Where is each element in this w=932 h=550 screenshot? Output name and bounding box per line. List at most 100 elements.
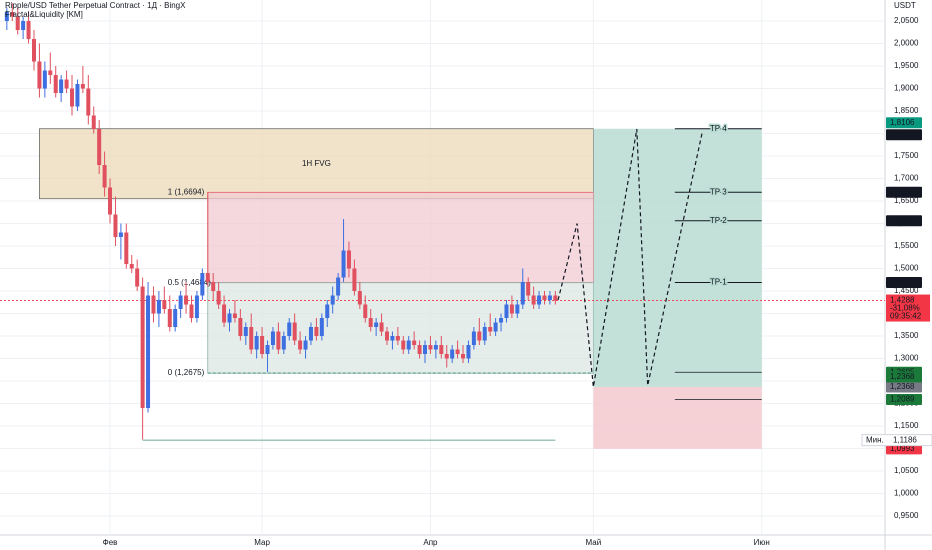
candle-body [129,264,134,269]
price-tag-label: 1,8106 [890,130,915,139]
candle-body [194,295,199,319]
candle-body [232,313,237,319]
y-tick-label: 1,1500 [894,421,919,430]
candle-body [287,322,292,337]
candle-body [412,340,417,346]
candle-body [357,291,362,305]
x-tick-label: Фев [103,538,118,547]
price-tag [886,371,922,383]
candle-body [270,331,275,346]
candle-body [162,300,167,310]
candle-body [151,295,156,314]
candle-body [308,327,313,341]
candle-body [455,349,460,355]
candle-body [265,345,270,355]
candle-body [423,345,428,355]
tp-label: TP 3 [710,187,727,196]
candle-body [15,16,20,31]
x-tick-label: Апр [423,538,438,547]
zone-label: 1 (1,6694) [168,187,205,196]
candle-body [390,336,395,341]
x-tick-label: Июн [754,538,770,547]
candle-body [211,282,216,292]
y-tick-label: 1,6500 [894,196,919,205]
candle-body [10,12,15,17]
candle-body [4,12,9,22]
x-tick-label: Май [586,538,602,547]
chart-title: Ripple/USD Tether Perpetual Contract · 1… [5,1,186,10]
candle-body [439,345,444,355]
price-tag-label: 1,8106 [890,118,915,127]
y-tick-label: 1,7000 [894,174,919,183]
candle-body [379,322,384,332]
candle-body [70,88,75,107]
candle-body [336,277,341,296]
candle-body [482,327,487,341]
candle-body [200,273,205,296]
candle-body [167,309,172,328]
candle-body [37,61,42,89]
zone-label: 0 (1,2675) [168,368,205,377]
candle-body [80,84,85,89]
candle-body [461,354,466,359]
y-tick-label: 1,3000 [894,354,919,363]
candle-body [406,340,411,350]
price-tag-label: 1,2368 [890,372,915,381]
candle-body [227,313,232,323]
current-tag [886,294,930,322]
candle-body [178,295,183,310]
candle-body [526,282,531,296]
y-tick-label: 1,4500 [894,286,919,295]
candle-body [113,214,118,238]
candle-body [91,115,96,130]
candle-body [21,21,26,31]
zone [207,282,594,374]
candle-body [384,331,389,341]
candle-body [189,304,194,319]
price-tag-label: 1,0993 [890,444,915,453]
candle-body [477,331,482,341]
tp-label: TP 4 [710,124,727,133]
price-tag [886,215,922,227]
candle-body [428,345,433,350]
candle-body [363,304,368,319]
low-tag [861,434,932,447]
candle-body [260,336,265,355]
candle-body [108,187,113,215]
candle-body [504,304,509,319]
candle-body [238,318,243,337]
low-tag-label: 1,1186 [893,435,917,444]
position-loss [593,386,762,449]
candle-body [352,268,357,292]
candle-body [330,295,335,305]
candle-body [433,345,438,350]
candle-body [520,282,525,305]
candle-body [26,21,31,40]
candle-body [249,327,254,350]
candle-body [97,129,102,166]
candle-body [346,250,351,269]
candle-body [31,39,36,62]
candle-body [75,84,80,107]
candle-body [102,165,107,188]
price-tag-label: 1,4690 [890,278,915,287]
candle-body [401,340,406,350]
candle-body [319,318,324,337]
candle-body [314,327,319,337]
candle-body [48,70,53,76]
low-tag-name: Мин. [866,435,884,444]
price-tag-label: 1,2368 [890,382,915,391]
candle-body [243,327,248,337]
candle-body [298,340,303,350]
tp-label: TP 1 [710,278,727,287]
candle-body [493,322,498,332]
zone-label: 0.5 (1,4684) [168,278,211,287]
candle-body [417,345,422,355]
candle-body [303,340,308,350]
projection-path [557,128,703,388]
candle-body [140,286,145,409]
x-tick-label: Мар [254,538,270,547]
y-tick-label: 1,9500 [894,61,919,70]
candle-body [466,345,471,359]
candle-body [292,322,297,341]
